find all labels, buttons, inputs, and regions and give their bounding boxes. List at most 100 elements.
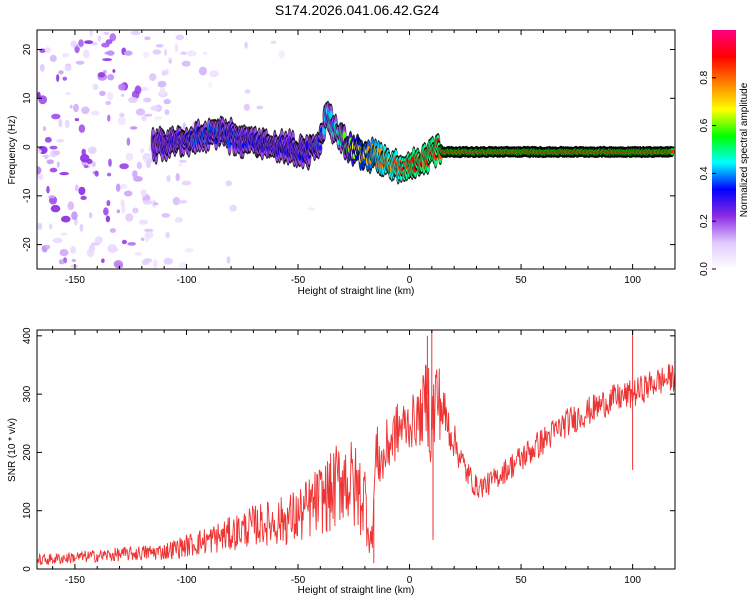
noise-blob bbox=[75, 60, 85, 65]
y-tick-label: 10 bbox=[22, 92, 33, 104]
noise-blob bbox=[119, 163, 129, 170]
colorbar-tick-label: 0.0 bbox=[699, 262, 710, 276]
noise-blob bbox=[80, 153, 90, 163]
noise-blob bbox=[307, 207, 316, 211]
noise-blob bbox=[61, 215, 71, 223]
noise-blob bbox=[101, 258, 105, 264]
noise-blob bbox=[153, 116, 163, 120]
noise-blob bbox=[91, 110, 100, 116]
noise-blob bbox=[180, 51, 187, 55]
noise-blob bbox=[118, 83, 126, 91]
noise-blob bbox=[78, 186, 86, 196]
noise-blob bbox=[150, 105, 161, 111]
noise-blob bbox=[130, 30, 141, 36]
noise-blob bbox=[71, 211, 78, 221]
noise-blob bbox=[58, 118, 63, 128]
noise-blob bbox=[56, 74, 60, 82]
noise-blob bbox=[126, 137, 131, 146]
noise-blob bbox=[105, 39, 113, 45]
noise-blob bbox=[91, 161, 96, 168]
x-tick-label: -100 bbox=[176, 575, 196, 586]
noise-blob bbox=[64, 63, 72, 72]
y-tick-label: -20 bbox=[22, 237, 33, 252]
spectrogram-x-label: Height of straight line (km) bbox=[298, 286, 415, 297]
noise-blob bbox=[69, 104, 73, 109]
noise-blob bbox=[138, 219, 148, 225]
noise-blob bbox=[80, 195, 87, 200]
noise-blob bbox=[49, 167, 58, 173]
noise-blob bbox=[140, 189, 147, 197]
noise-blob bbox=[208, 82, 213, 89]
noise-blob bbox=[102, 58, 112, 62]
noise-blob bbox=[175, 34, 185, 40]
noise-blob bbox=[144, 228, 154, 233]
noise-blob bbox=[143, 97, 152, 103]
noise-blob bbox=[185, 248, 194, 253]
noise-blob bbox=[120, 199, 125, 208]
x-tick-label: 100 bbox=[624, 275, 641, 286]
noise-blob bbox=[278, 50, 285, 59]
noise-blob bbox=[153, 202, 159, 206]
noise-blob bbox=[99, 90, 106, 97]
noise-blob bbox=[256, 105, 264, 110]
ridge-core bbox=[318, 144, 322, 151]
noise-blob bbox=[128, 96, 138, 104]
noise-blob bbox=[46, 185, 50, 194]
noise-blob bbox=[74, 118, 80, 122]
noise-blob bbox=[178, 163, 183, 168]
noise-blob bbox=[44, 136, 52, 143]
noise-blob bbox=[48, 195, 56, 199]
noise-blob bbox=[198, 66, 207, 76]
y-tick-label: 20 bbox=[22, 44, 33, 56]
noise-blob bbox=[129, 126, 138, 130]
noise-blob bbox=[45, 244, 51, 250]
noise-blob bbox=[243, 103, 251, 111]
noise-blob bbox=[155, 44, 164, 48]
noise-blob bbox=[157, 80, 167, 88]
noise-blob bbox=[109, 33, 117, 42]
noise-blob bbox=[58, 70, 64, 75]
noise-blob bbox=[165, 68, 169, 76]
x-tick-label: 100 bbox=[624, 575, 641, 586]
noise-blob bbox=[172, 197, 181, 206]
colorbar: 0.0 0.2 0.4 0.6 0.8 Normalized spectral ampl… bbox=[699, 30, 750, 276]
snr-marks bbox=[37, 330, 675, 565]
noise-blob bbox=[56, 138, 65, 143]
noise-blob bbox=[116, 209, 121, 214]
noise-blob bbox=[46, 159, 55, 165]
x-tick-label: -150 bbox=[65, 575, 85, 586]
noise-blob bbox=[161, 70, 167, 76]
noise-blob bbox=[52, 237, 63, 244]
noise-blob bbox=[50, 204, 61, 213]
y-tick-label: 200 bbox=[22, 444, 33, 461]
noise-blob bbox=[53, 150, 61, 156]
snr-y-ticks: 0 100 200 300 400 bbox=[22, 327, 675, 572]
colorbar-gradient bbox=[712, 30, 736, 269]
noise-blob bbox=[59, 172, 70, 176]
noise-blob bbox=[59, 249, 69, 257]
spectrogram-frame bbox=[36, 29, 676, 270]
noise-blob bbox=[64, 119, 70, 128]
noise-blob bbox=[178, 261, 188, 269]
noise-blob bbox=[37, 91, 41, 99]
noise-blob bbox=[71, 258, 77, 263]
x-tick-label: 50 bbox=[516, 275, 528, 286]
noise-blob bbox=[107, 91, 114, 101]
y-tick-label: 0 bbox=[22, 566, 33, 572]
noise-blob bbox=[106, 50, 115, 56]
noise-blob bbox=[121, 205, 126, 214]
noise-blob bbox=[244, 41, 248, 49]
noise-blob bbox=[115, 183, 121, 192]
noise-blob bbox=[78, 124, 86, 133]
noise-blob bbox=[134, 85, 142, 95]
spectrogram-y-ticks: -20 -10 0 10 20 bbox=[22, 44, 675, 252]
noise-blob bbox=[83, 49, 90, 59]
noise-blob bbox=[123, 50, 133, 56]
noise-blob bbox=[97, 35, 102, 42]
noise-blob bbox=[56, 161, 60, 168]
noise-blob bbox=[123, 190, 133, 197]
noise-blob bbox=[229, 204, 237, 212]
noise-blob bbox=[73, 103, 79, 113]
noise-blob bbox=[142, 199, 153, 205]
noise-blob bbox=[103, 207, 109, 216]
